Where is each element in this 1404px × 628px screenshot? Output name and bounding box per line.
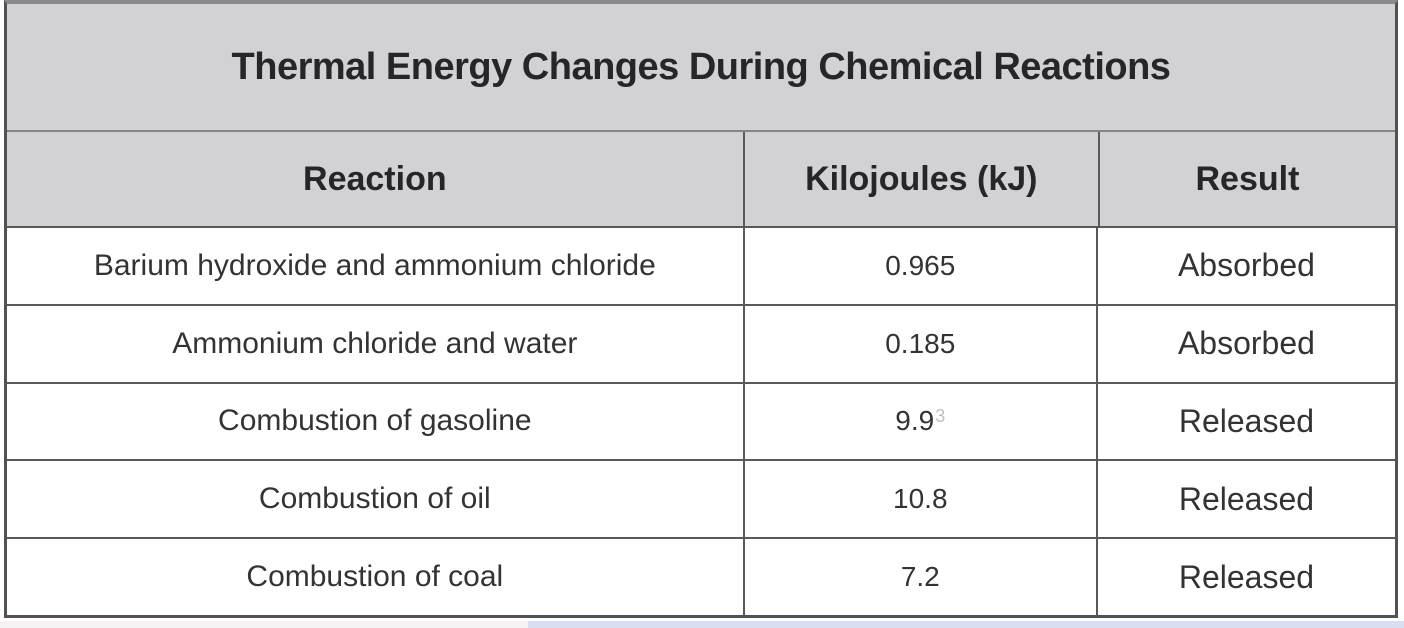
cell-kilojoules: 7.2	[742, 539, 1098, 615]
table-title-row: Thermal Energy Changes During Chemical R…	[7, 4, 1395, 132]
table-row: Combustion of oil 10.8 Released	[7, 461, 1395, 540]
table-row: Ammonium chloride and water 0.185 Absorb…	[7, 305, 1395, 384]
cell-kilojoules: 0.185	[742, 305, 1098, 382]
cell-kilojoules: 0.965	[742, 228, 1098, 304]
cell-result: Absorbed	[1177, 247, 1315, 284]
table-row: Combustion of coal 7.2 Released	[7, 539, 1395, 615]
cell-result: Released	[1178, 558, 1315, 595]
cell-kilojoules: 10.8	[742, 461, 1098, 538]
cell-kilojoules: 9.9 3	[742, 383, 1098, 460]
cell-reaction: Combustion of gasoline	[218, 404, 532, 438]
cell-result: Absorbed	[1177, 325, 1315, 362]
cell-reaction: Ammonium chloride and water	[172, 326, 578, 360]
thermal-energy-table: Thermal Energy Changes During Chemical R…	[4, 0, 1398, 618]
cell-result: Released	[1178, 480, 1315, 517]
cell-reaction: Barium hydroxide and ammonium chloride	[93, 248, 656, 282]
table-title: Thermal Energy Changes During Chemical R…	[231, 45, 1171, 88]
table-row: Combustion of gasoline 9.9 3 Released	[7, 383, 1395, 462]
kilojoules-value: 9.9	[895, 405, 935, 437]
table-header-row: Reaction Kilojoules (kJ) Result	[7, 132, 1395, 228]
cell-reaction: Combustion of coal	[246, 560, 504, 594]
cell-result: Released	[1178, 402, 1315, 439]
bottom-strip-right	[528, 621, 1404, 628]
column-header-reaction: Reaction	[303, 159, 447, 198]
bottom-strip	[0, 621, 1404, 628]
bottom-strip-left	[0, 621, 528, 628]
cell-reaction: Combustion of oil	[258, 482, 491, 516]
kilojoules-faint-digit: 3	[935, 405, 946, 426]
column-header-kilojoules: Kilojoules (kJ)	[742, 132, 1098, 226]
column-header-result: Result	[1097, 132, 1395, 226]
table-row: Barium hydroxide and ammonium chloride 0…	[7, 228, 1395, 306]
